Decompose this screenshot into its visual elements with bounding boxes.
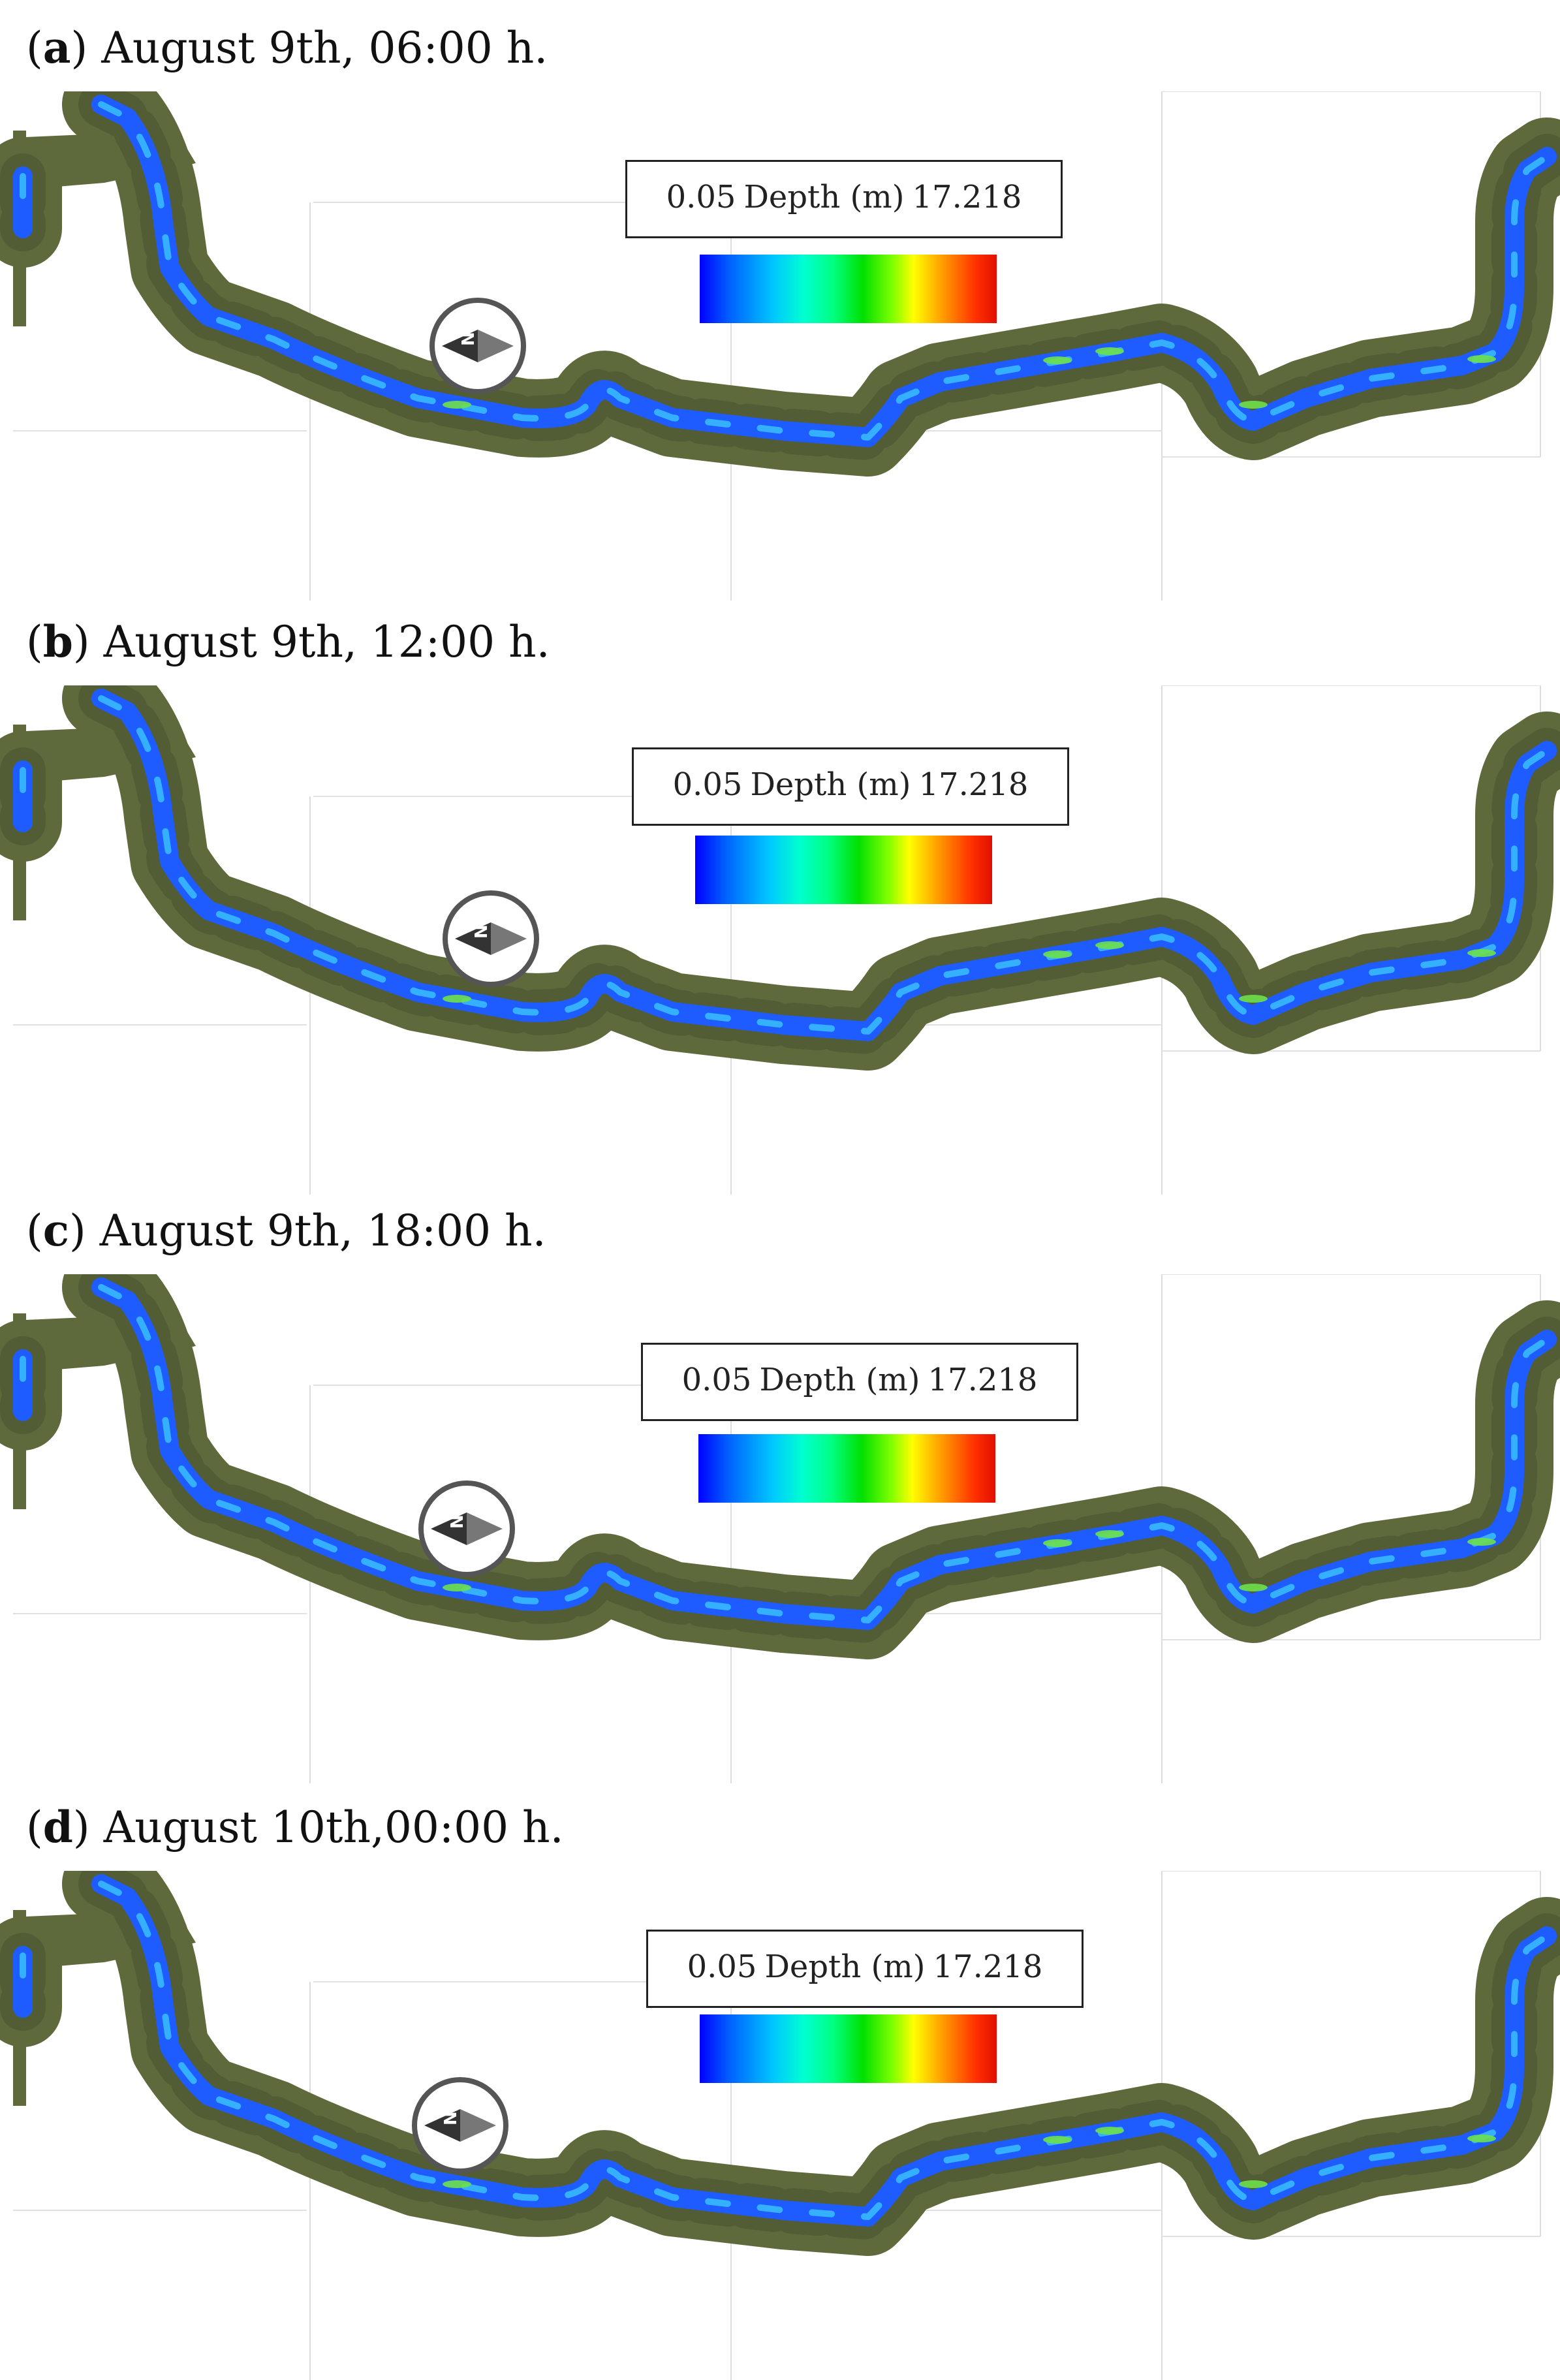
- legend-title: Depth (m): [759, 1362, 920, 1398]
- compass-north-label: N: [441, 2111, 461, 2125]
- river-depth-map: [0, 685, 1560, 1195]
- depth-legend-box: 0.05 Depth (m) 17.218: [632, 747, 1069, 826]
- depth-colorbar: [700, 255, 997, 323]
- depth-patch: [1467, 355, 1496, 363]
- panel-d: (d) August 10th,00:00 h. 0.05 Depth (m) 17…: [0, 1806, 1560, 2380]
- depth-colorbar: [700, 2014, 997, 2083]
- legend-title: Depth (m): [764, 1949, 926, 1985]
- panel-caption: (d) August 10th,00:00 h.: [26, 1802, 564, 1853]
- depth-patch: [1095, 1530, 1124, 1538]
- compass-arrow-dark: [455, 922, 491, 955]
- compass-arrow-light: [478, 330, 514, 362]
- river-water-shallow: [20, 695, 1550, 1035]
- depth-patch: [1239, 2180, 1268, 2188]
- depth-patch: [1043, 1539, 1072, 1547]
- legend-min-label: 0.05: [687, 1949, 757, 1985]
- compass-arrow-dark: [442, 330, 478, 362]
- depth-patch: [1095, 941, 1124, 949]
- depth-legend-box: 0.05 Depth (m) 17.218: [641, 1343, 1078, 1421]
- legend-max-label: 17.218: [928, 1362, 1038, 1398]
- depth-patch: [1043, 356, 1072, 364]
- legend-title: Depth (m): [743, 179, 905, 215]
- river-water-shallow: [20, 101, 1550, 441]
- compass-arrow-light: [491, 922, 527, 955]
- north-arrow-compass-icon: N: [418, 1480, 515, 1577]
- panel-caption: (a) August 9th, 06:00 h.: [26, 22, 548, 73]
- depth-patch: [443, 995, 471, 1003]
- panel-b: (b) August 9th, 12:00 h. 0.05 Depth (m) 17…: [0, 620, 1560, 1195]
- depth-patch: [1467, 949, 1496, 957]
- depth-legend-box: 0.05 Depth (m) 17.218: [625, 160, 1063, 238]
- compass-north-label: N: [472, 924, 491, 939]
- depth-patch: [1095, 2127, 1124, 2135]
- legend-min-label: 0.05: [681, 1362, 752, 1398]
- river-depth-map: [0, 1871, 1560, 2380]
- depth-patch: [1467, 1538, 1496, 1546]
- depth-legend-box: 0.05 Depth (m) 17.218: [646, 1930, 1084, 2008]
- depth-colorbar: [695, 836, 992, 904]
- legend-min-label: 0.05: [666, 179, 736, 215]
- compass-arrow-light: [460, 2109, 496, 2142]
- river-water-shallow: [20, 1284, 1550, 1623]
- legend-min-label: 0.05: [672, 766, 743, 803]
- panel-a: (a) August 9th, 06:00 h. 0.05 Depth (m) 17…: [0, 26, 1560, 601]
- panel-c: (c) August 9th, 18:00 h. 0.05 Depth (m) 17…: [0, 1209, 1560, 1783]
- compass-north-label: N: [459, 332, 478, 346]
- panel-caption: (b) August 9th, 12:00 h.: [26, 616, 550, 667]
- panel-caption: (c) August 9th, 18:00 h.: [26, 1205, 546, 1256]
- compass-arrow-dark: [431, 1512, 467, 1545]
- depth-colorbar: [698, 1434, 995, 1503]
- depth-patch: [443, 1584, 471, 1591]
- depth-patch: [1043, 950, 1072, 958]
- north-arrow-compass-icon: N: [443, 890, 539, 987]
- river-depth-map: [0, 91, 1560, 601]
- north-arrow-compass-icon: N: [412, 2077, 508, 2174]
- depth-patch: [1043, 2136, 1072, 2144]
- legend-max-label: 17.218: [912, 179, 1022, 215]
- legend-max-label: 17.218: [918, 766, 1029, 803]
- depth-patch: [1239, 995, 1268, 1003]
- compass-north-label: N: [448, 1514, 467, 1529]
- depth-patch: [443, 2180, 471, 2188]
- north-arrow-compass-icon: N: [429, 298, 526, 394]
- compass-arrow-light: [467, 1512, 503, 1545]
- depth-patch: [443, 401, 471, 409]
- compass-arrow-dark: [424, 2109, 460, 2142]
- depth-patch: [1467, 2135, 1496, 2142]
- depth-patch: [1239, 401, 1268, 409]
- river-water-shallow: [20, 1881, 1550, 2220]
- depth-patch: [1095, 347, 1124, 355]
- legend-max-label: 17.218: [933, 1949, 1043, 1985]
- legend-title: Depth (m): [750, 766, 911, 803]
- depth-patch: [1239, 1584, 1268, 1591]
- river-depth-map: [0, 1274, 1560, 1783]
